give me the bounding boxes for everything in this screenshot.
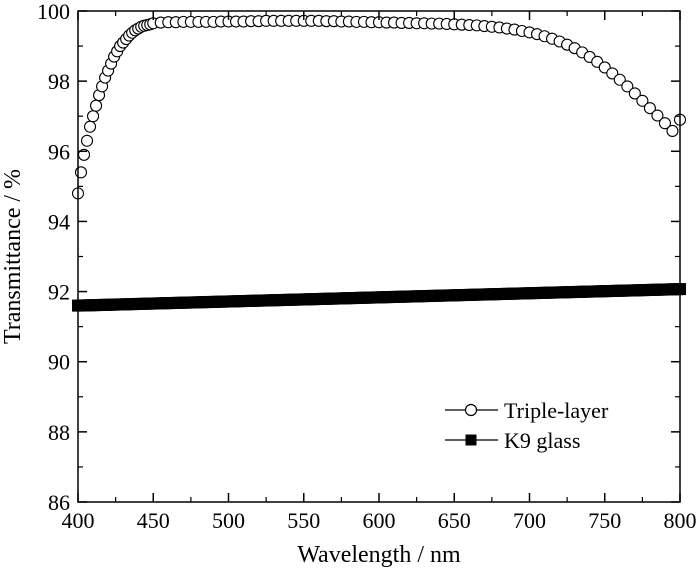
x-tick-label: 800 — [664, 508, 697, 533]
y-tick-label: 86 — [48, 490, 70, 515]
legend: Triple-layer K9 glass — [445, 398, 609, 453]
triple-layer-point — [643, 102, 656, 115]
tick-layer — [77, 10, 681, 503]
triple-layer-point — [636, 94, 649, 107]
legend-marker-triple-layer — [464, 403, 478, 417]
triple-layer-point — [621, 80, 634, 93]
y-tick-label: 90 — [48, 350, 70, 375]
triple-layer-point — [80, 134, 94, 147]
y-tick-label: 98 — [48, 69, 70, 94]
legend-label-k9-glass: K9 glass — [504, 428, 580, 453]
triple-layer-point — [628, 87, 641, 100]
triple-layer-point — [87, 110, 100, 123]
series-layer — [71, 14, 687, 312]
triple-layer-point — [658, 117, 672, 130]
y-tick-label: 88 — [48, 420, 70, 445]
x-tick-label: 550 — [287, 508, 320, 533]
series-k9-glass — [72, 283, 686, 312]
x-tick-label: 750 — [588, 508, 621, 533]
legend-label-triple-layer: Triple-layer — [504, 398, 609, 423]
x-axis-title: Wavelength / nm — [297, 542, 461, 568]
x-tick-label: 400 — [62, 508, 95, 533]
x-tick-label: 450 — [137, 508, 170, 533]
triple-layer-point — [74, 166, 88, 179]
series-triple-layer — [71, 14, 687, 200]
triple-layer-point — [651, 109, 664, 122]
legend-item-triple-layer: Triple-layer — [445, 398, 609, 423]
y-tick-label: 96 — [48, 139, 70, 164]
y-tick-label: 100 — [37, 0, 70, 24]
triple-layer-point — [83, 120, 97, 133]
triple-layer-point — [666, 124, 679, 137]
y-tick-label: 92 — [48, 280, 70, 305]
y-axis-title: Transmittance / % — [0, 169, 26, 344]
x-tick-label: 600 — [363, 508, 396, 533]
legend-marker-k9-glass — [465, 434, 477, 446]
y-tick-label: 94 — [48, 209, 70, 234]
triple-layer-point — [90, 99, 103, 112]
tick-label-layer: 400 450 500 550 600 650 700 750 800 86 88 90 92 94 96 9… — [37, 0, 697, 533]
legend-item-k9-glass: K9 glass — [445, 428, 580, 453]
x-tick-label: 650 — [438, 508, 471, 533]
triple-layer-point — [613, 73, 626, 86]
x-tick-label: 700 — [513, 508, 546, 533]
x-tick-label: 500 — [212, 508, 245, 533]
